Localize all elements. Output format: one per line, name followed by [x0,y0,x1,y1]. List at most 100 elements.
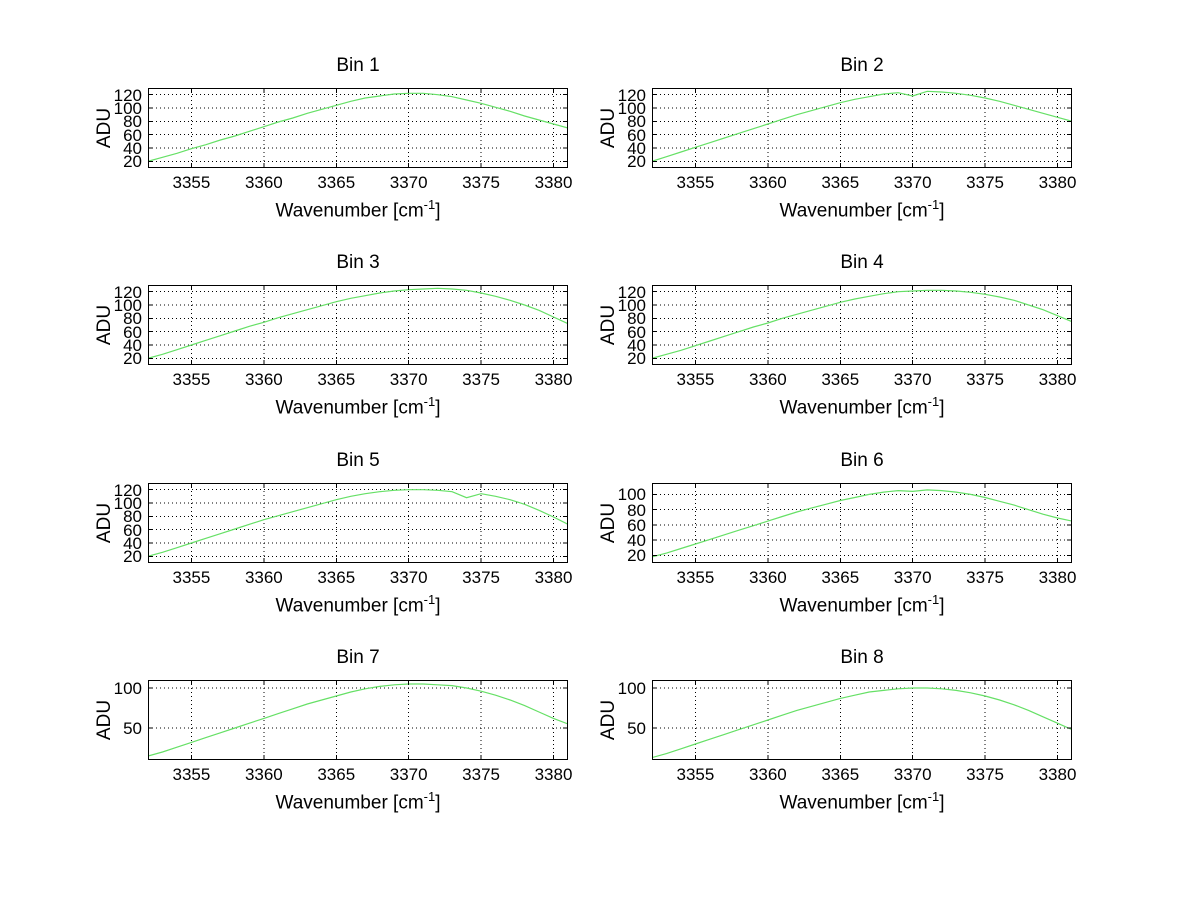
subplot-bin-2: Bin 2 ADU Wavenumber [cm-1] 20 40 60 80 100 1… [542,53,1102,231]
x-tick-label: 3365 [317,765,356,784]
spectrum-line [651,489,1073,558]
x-tick-label: 3365 [317,173,356,192]
x-tick-label: 3355 [676,370,715,389]
x-axis-label-exponent: -1 [423,394,436,409]
y-tick-label: 60 [627,515,646,535]
x-axis-label-close: ] [939,200,945,222]
subplot-bin-7: Bin 7 ADU Wavenumber [cm-1] 50 100 3355 336… [38,645,598,823]
x-tick-label: 3370 [893,568,932,587]
y-tick-label: 60 [123,520,142,540]
x-axis-label-text: Wavenumber [cm [779,397,928,419]
x-axis-label: Wavenumber [cm-1] [652,592,1072,617]
x-tick-label: 3380 [1038,765,1077,784]
x-axis-label: Wavenumber [cm-1] [148,197,568,222]
y-tick-label: 60 [123,322,142,342]
chart-canvas [147,88,569,168]
y-tick-label: 80 [123,507,142,527]
plot-area [147,483,569,563]
x-tick-label: 3370 [389,370,428,389]
chart-canvas [651,483,1073,563]
chart-title: Bin 2 [840,55,884,76]
x-axis-label: Wavenumber [cm-1] [652,394,1072,419]
x-axis-label: Wavenumber [cm-1] [148,592,568,617]
y-tick-label: 100 [617,99,646,118]
axes-box [148,483,568,563]
x-tick-label: 3360 [244,173,283,192]
x-tick-label: 3365 [317,370,356,389]
chart-canvas [147,483,569,563]
axes-box [148,680,568,760]
y-tick-label: 120 [113,85,142,105]
y-tick-label: 60 [627,125,646,145]
y-tick-label: 40 [123,336,142,355]
y-tick-label: 20 [627,546,646,566]
x-tick-label: 3355 [172,173,211,192]
axes-box [148,285,568,365]
plot-area [651,483,1073,563]
subplot-bin-6: Bin 6 ADU Wavenumber [cm-1] 20 40 60 80 100 3… [542,448,1102,626]
y-tick-label: 120 [617,282,646,302]
y-tick-label: 80 [627,112,646,132]
x-tick-label: 3365 [821,370,860,389]
x-tick-label: 3360 [748,568,787,587]
x-tick-label: 3375 [966,765,1004,784]
x-tick-label: 3370 [893,173,932,192]
plot-area [651,88,1073,168]
y-tick-label: 120 [113,282,142,302]
x-tick-label: 3355 [172,370,211,389]
x-tick-label: 3375 [966,173,1004,192]
x-axis-label-exponent: -1 [423,789,436,804]
spectrum-line [147,92,569,162]
y-tick-label: 120 [113,480,142,500]
x-axis-label-close: ] [435,595,441,617]
chart-title: Bin 6 [840,450,884,471]
x-tick-label: 3380 [1038,370,1077,389]
x-axis-label-close: ] [939,397,945,419]
y-tick-label: 20 [627,152,646,172]
plot-area [147,680,569,760]
subplot-bin-4: Bin 4 ADU Wavenumber [cm-1] 20 40 60 80 100 1… [542,250,1102,428]
x-axis-label-text: Wavenumber [cm [275,792,424,814]
x-axis-label: Wavenumber [cm-1] [148,394,568,419]
x-axis-label-text: Wavenumber [cm [779,792,928,814]
x-tick-label: 3365 [821,568,860,587]
x-tick-label: 3360 [244,765,283,784]
x-axis-label-close: ] [435,200,441,222]
x-axis-label-close: ] [435,792,441,814]
chart-title: Bin 7 [336,647,380,668]
y-tick-label: 20 [123,349,142,369]
x-tick-label: 3360 [748,765,787,784]
chart-canvas [651,285,1073,365]
chart-canvas [651,680,1073,760]
spectrum-line [147,683,569,757]
spectrum-line [651,289,1073,359]
x-axis-label-text: Wavenumber [cm [275,200,424,222]
y-tick-label: 100 [113,99,142,118]
x-axis-label: Wavenumber [cm-1] [148,789,568,814]
spectrum-line [651,90,1073,162]
x-tick-label: 3380 [1038,568,1077,587]
x-tick-label: 3380 [534,173,573,192]
plot-area [147,88,569,168]
y-tick-label: 40 [627,336,646,355]
x-tick-label: 3370 [389,765,428,784]
x-axis-label-exponent: -1 [927,394,940,409]
x-axis-label-exponent: -1 [423,592,436,607]
x-axis-label: Wavenumber [cm-1] [652,197,1072,222]
y-tick-label: 80 [123,112,142,132]
y-tick-label: 50 [123,719,142,738]
y-tick-label: 50 [627,719,646,738]
subplot-bin-5: Bin 5 ADU Wavenumber [cm-1] 20 40 60 80 100 1… [38,448,598,626]
plot-area [651,680,1073,760]
x-axis-label-close: ] [435,397,441,419]
chart-title: Bin 8 [840,647,884,668]
chart-title: Bin 5 [336,450,380,471]
y-tick-label: 20 [123,547,142,567]
chart-canvas [147,680,569,760]
x-axis-label-close: ] [939,792,945,814]
x-axis-label-exponent: -1 [927,789,940,804]
x-tick-label: 3355 [676,568,715,587]
x-axis-label-text: Wavenumber [cm [779,595,928,617]
chart-canvas [651,88,1073,168]
